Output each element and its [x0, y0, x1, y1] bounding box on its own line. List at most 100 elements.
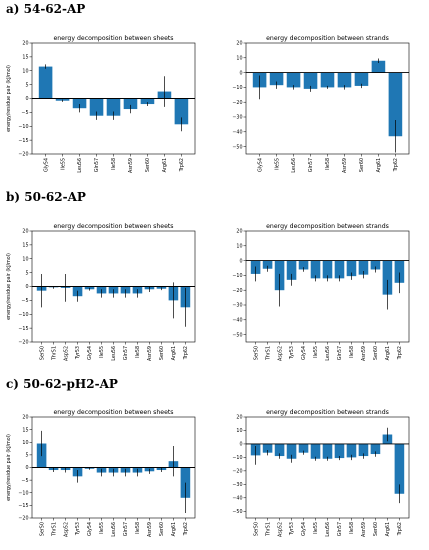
y-tick-label: 15 — [22, 55, 28, 61]
y-tick-label: 10 — [22, 440, 28, 446]
y-tick-label: −20 — [18, 340, 28, 346]
bar-leu56 — [322, 443, 333, 459]
chart-a-sheets: energy decomposition between sheets energ… — [6, 35, 196, 173]
y-tick-label: −50 — [232, 332, 242, 338]
x-tick-label: Ile55 — [99, 522, 105, 534]
y-tick-label: −10 — [232, 273, 242, 279]
y-tick-label: 20 — [22, 229, 28, 235]
y-tick-label: −20 — [232, 288, 242, 294]
chart-c-sheets: energy decomposition between sheets energ… — [6, 409, 196, 537]
bar-asp52 — [274, 443, 285, 457]
x-tick-label: Ile55 — [274, 158, 280, 170]
x-tick-label: Arg61 — [171, 522, 177, 536]
y-tick-label: −5 — [21, 110, 28, 116]
bar-ile55 — [269, 72, 284, 86]
y-tick-label: −10 — [232, 85, 242, 91]
y-tick-label: −20 — [18, 152, 28, 158]
x-tick-label: Arg61 — [376, 158, 382, 172]
x-tick-label: Trp62 — [393, 158, 399, 172]
x-tick-label: Leu56 — [77, 158, 83, 173]
bar-gln57 — [334, 443, 345, 459]
x-tick-label: Trp62 — [183, 346, 189, 360]
y-tick-label: −40 — [232, 318, 242, 324]
bar-asn59 — [123, 98, 138, 110]
x-tick-label: Asp52 — [63, 346, 69, 361]
y-tick-label: −40 — [232, 496, 242, 502]
x-tick-label: Ile58 — [135, 346, 141, 358]
y-tick-label: −20 — [18, 516, 28, 522]
plot-frame — [31, 230, 196, 343]
x-tick-label: Asn59 — [342, 158, 348, 173]
y-tick-label: 0 — [239, 258, 242, 264]
bar-gly54 — [38, 66, 53, 99]
y-tick-label: 10 — [236, 244, 242, 250]
x-tick-label: Gln57 — [123, 522, 129, 536]
x-tick-label: Ile58 — [349, 522, 355, 534]
x-tick-label: Asp52 — [277, 346, 283, 361]
x-tick-label: Asp52 — [63, 522, 69, 537]
x-tick-label: Ile58 — [111, 158, 117, 170]
x-tick-label: Ile58 — [135, 522, 141, 534]
x-tick-label: Leu56 — [325, 522, 331, 537]
bar-ile58 — [320, 72, 335, 88]
y-tick-label: −40 — [232, 130, 242, 136]
plot-frame — [31, 416, 196, 519]
y-tick-label: −5 — [21, 298, 28, 304]
x-tick-label: Asn59 — [361, 346, 367, 361]
bar-thr51 — [262, 443, 273, 453]
x-tick-label: Ile58 — [325, 158, 331, 170]
x-tick-label: Ile55 — [313, 346, 319, 358]
chart-a-strands: energy decomposition between strands −50 −… — [232, 35, 410, 173]
bar-trp62 — [180, 467, 191, 498]
plot-frame — [245, 230, 410, 343]
x-tick-label: Arg61 — [385, 346, 391, 360]
x-tick-label: Ile58 — [349, 346, 355, 358]
y-tick-label: −10 — [18, 124, 28, 130]
x-tick-label: Ile55 — [99, 346, 105, 358]
x-tick-label: Ser60 — [159, 346, 165, 360]
bar-ile55 — [310, 260, 321, 279]
y-axis-label: energy/residue pair (kJ/mol) — [6, 65, 12, 132]
y-tick-label: 15 — [22, 427, 28, 433]
bar-ser60 — [370, 443, 381, 455]
bar-ser60 — [370, 260, 381, 270]
x-tick-label: Gln57 — [123, 346, 129, 360]
x-tick-label: Gly54 — [87, 522, 93, 536]
bar-gln57 — [334, 260, 345, 279]
bar-tyr53 — [286, 443, 297, 459]
bar-trp62 — [388, 72, 403, 137]
x-tick-label: Trp62 — [397, 522, 403, 536]
chart-title: energy decomposition between sheets — [53, 223, 173, 230]
chart-title: energy decomposition between strands — [266, 35, 389, 42]
bar-trp62 — [174, 98, 189, 125]
bar-asn59 — [337, 72, 352, 88]
bar-gly54 — [298, 260, 309, 270]
x-tick-label: Ser60 — [373, 522, 379, 536]
y-axis-label: energy/residue pair (kJ/mol) — [6, 253, 12, 320]
panel-label-b: b) 50-62-AP — [6, 190, 86, 204]
panel-label-c: c) 50-62-pH2-AP — [6, 377, 118, 391]
y-tick-label: 20 — [236, 415, 242, 421]
y-tick-label: 0 — [239, 70, 242, 76]
x-tick-label: Ser50 — [253, 346, 259, 360]
y-tick-label: −30 — [232, 303, 242, 309]
x-tick-label: Arg61 — [171, 346, 177, 360]
y-tick-label: 10 — [22, 68, 28, 74]
x-tick-label: Thr51 — [265, 346, 271, 361]
x-tick-label: Gln57 — [308, 158, 314, 172]
x-tick-label: Asn59 — [147, 522, 153, 537]
x-tick-label: Gly54 — [301, 522, 307, 536]
y-tick-label: 20 — [236, 229, 242, 235]
bar-arg61 — [371, 60, 386, 73]
bar-thr51 — [262, 260, 273, 269]
y-tick-label: −15 — [18, 503, 28, 509]
x-tick-label: Ile55 — [313, 522, 319, 534]
bar-trp62 — [394, 260, 405, 283]
bar-gln57 — [303, 72, 318, 89]
x-tick-label: Gln57 — [337, 522, 343, 536]
x-tick-label: Leu56 — [291, 158, 297, 173]
x-tick-label: Leu56 — [325, 346, 331, 361]
x-tick-label: Tyr53 — [75, 522, 81, 536]
bar-asn59 — [358, 443, 369, 457]
x-tick-label: Trp62 — [183, 522, 189, 536]
